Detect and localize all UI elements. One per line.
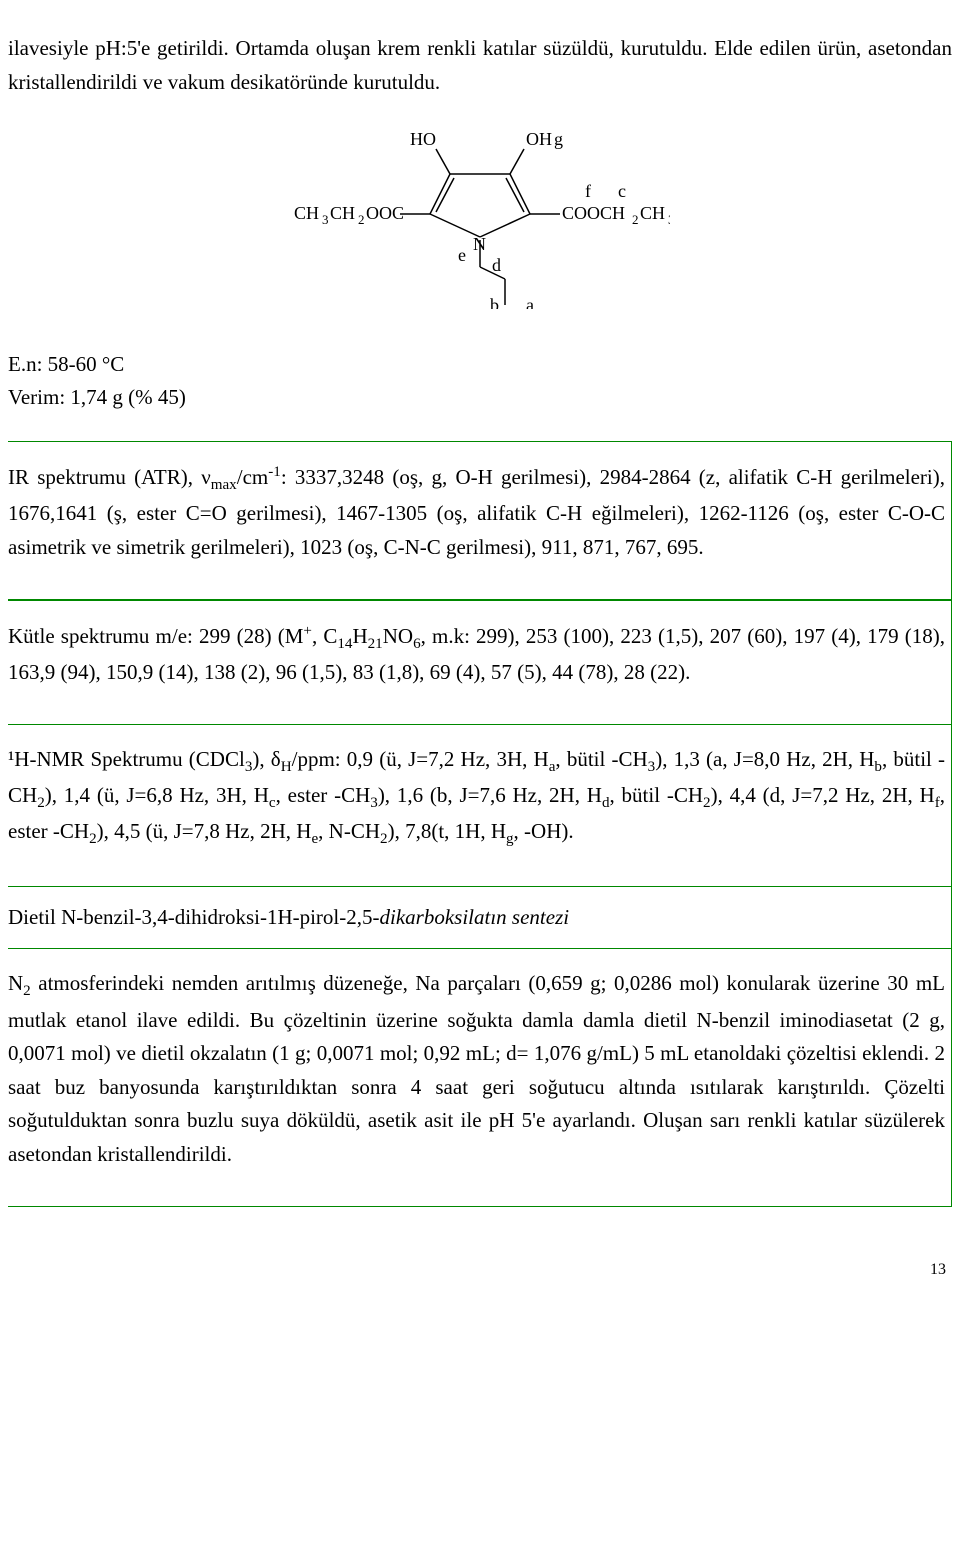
svg-text:3: 3 [322,212,329,227]
svg-text:CH: CH [330,203,355,223]
svg-text:2: 2 [358,212,365,227]
svg-text:g: g [554,129,563,149]
synthesis-heading: Dietil N-benzil-3,4-dihidroksi-1H-pirol-… [8,901,945,935]
nmr-spectrum: ¹H-NMR Spektrumu (CDCl3), δH/ppm: 0,9 (ü… [8,743,945,852]
page-number: 13 [8,1257,952,1283]
svg-text:2: 2 [632,212,639,227]
svg-text:3: 3 [668,212,670,227]
chemical-structure: HO OH g CH3CH2OOC COOCH2CH3 f c N e d b … [8,119,952,320]
svg-text:d: d [492,255,501,275]
svg-text:a: a [526,295,534,309]
intro-paragraph: ilavesiyle pH:5'e getirildi. Ortamda olu… [8,32,952,99]
svg-text:N: N [473,234,486,254]
svg-text:b: b [490,295,499,309]
ir-spectrum: IR spektrumu (ATR), νmax/cm-1: 3337,3248… [8,460,945,565]
svg-text:c: c [618,181,626,201]
mass-spectrum: Kütle spektrumu m/e: 299 (28) (M+, C14H2… [8,619,945,690]
svg-text:CH: CH [294,203,319,223]
svg-text:OH: OH [526,129,552,149]
svg-text:OOC: OOC [366,203,404,223]
svg-text:f: f [585,181,591,201]
svg-text:e: e [458,245,466,265]
melting-point: E.n: 58-60 °C [8,348,952,382]
synthesis-procedure: N2 atmosferindeki nemden arıtılmış düzen… [8,967,945,1171]
svg-text:COOCH: COOCH [562,203,625,223]
svg-text:HO: HO [410,129,436,149]
yield: Verim: 1,74 g (% 45) [8,381,952,415]
svg-text:CH: CH [640,203,665,223]
